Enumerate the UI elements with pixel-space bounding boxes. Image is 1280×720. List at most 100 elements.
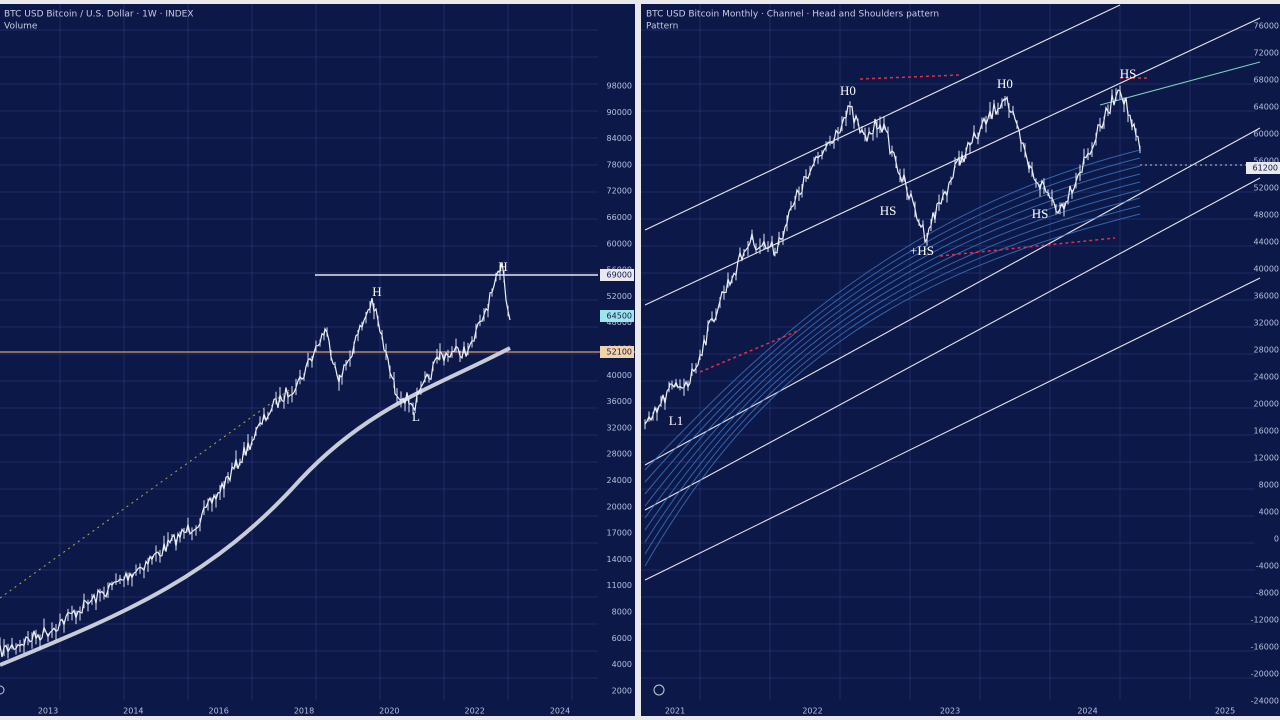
pattern-label: H (372, 284, 381, 299)
price-label: 20000 (1254, 400, 1279, 409)
price-label: 4000 (612, 660, 632, 669)
date-label: 2025 (1215, 707, 1235, 716)
price-label: 24000 (607, 476, 632, 485)
price-label: 60000 (1254, 130, 1279, 139)
price-label: 32000 (607, 423, 632, 432)
fan-curve (644, 197, 1141, 543)
pattern-label: HS (880, 203, 897, 218)
date-label: 2020 (379, 707, 399, 716)
price-label: 28000 (607, 450, 632, 459)
price-label: -20000 (1251, 670, 1279, 679)
price-label: -24000 (1251, 697, 1279, 706)
date-label: 2016 (208, 707, 228, 716)
fan-curve (644, 205, 1141, 555)
fan-curve (644, 189, 1141, 531)
pattern-label: HS (1120, 66, 1137, 81)
fan-curve (644, 213, 1141, 567)
price-label: 4000 (1259, 508, 1279, 517)
price-label: 98000 (607, 82, 632, 91)
pattern-label: L (412, 409, 420, 424)
price-label: 64000 (1254, 103, 1279, 112)
price-marker (600, 310, 634, 322)
date-label: 2022 (802, 707, 822, 716)
price-marker-label: 69000 (607, 271, 632, 280)
price-label: 40000 (1254, 265, 1279, 274)
price-series (0, 85, 1141, 659)
price-label: 40000 (607, 371, 632, 380)
price-label: 6000 (612, 634, 632, 643)
price-label: 8000 (1259, 481, 1279, 490)
date-label: 2024 (550, 707, 570, 716)
price-label: 78000 (607, 160, 632, 169)
price-label: 90000 (607, 108, 632, 117)
price-label: 14000 (607, 555, 632, 564)
price-label: -8000 (1256, 589, 1279, 598)
price-label: 52000 (607, 292, 632, 301)
price-label: 76000 (1254, 22, 1279, 31)
price-label: 60000 (607, 239, 632, 248)
price-label: 84000 (607, 134, 632, 143)
pattern-label: L1 (669, 413, 683, 428)
price-label: 36000 (607, 397, 632, 406)
fan-curve (644, 149, 1141, 471)
pattern-label: H0 (997, 76, 1013, 91)
fan-curve (644, 165, 1141, 495)
date-label: 2022 (464, 707, 484, 716)
fan-curve (644, 173, 1141, 507)
price-label: 8000 (612, 608, 632, 617)
price-label: 36000 (1254, 292, 1279, 301)
eye-icon[interactable] (0, 685, 5, 695)
channel-line-green (1099, 61, 1261, 106)
price-label: 11000 (607, 581, 632, 590)
price-label: 56000 (1254, 157, 1279, 166)
price-label: 0 (1274, 535, 1279, 544)
date-label: 2023 (940, 707, 960, 716)
grid (0, 4, 1255, 700)
price-marker (600, 269, 634, 281)
date-label: 2024 (1077, 707, 1097, 716)
channel-lines (644, 4, 1261, 581)
pattern-label: H (498, 259, 507, 274)
right-subtitle: Pattern (646, 22, 678, 32)
price-label: 48000 (1254, 211, 1279, 220)
red-dashed (699, 74, 1148, 373)
price-label: 17000 (607, 529, 632, 538)
date-label: 2018 (294, 707, 314, 716)
price-label: 44000 (1254, 238, 1279, 247)
price-marker (1246, 162, 1280, 174)
price-label: 28000 (1254, 346, 1279, 355)
price-label: 68000 (1254, 76, 1279, 85)
price-marker-label: 52100 (607, 348, 632, 357)
left-subtitle: Volume (4, 22, 38, 32)
price-label: 66000 (607, 213, 632, 222)
price-label: -12000 (1251, 616, 1279, 625)
fan-curve (644, 181, 1141, 519)
price-label: 16000 (1254, 427, 1279, 436)
pattern-label: HS (1032, 206, 1049, 221)
price-label: 32000 (1254, 319, 1279, 328)
moving-average (0, 346, 511, 667)
price-label: -16000 (1251, 643, 1279, 652)
price-label: 48000 (607, 318, 632, 327)
price-label: 72000 (607, 187, 632, 196)
pattern-label: +HS (910, 243, 934, 258)
price-marker (600, 346, 634, 358)
price-label: 72000 (1254, 49, 1279, 58)
price-label: 24000 (1254, 373, 1279, 382)
date-label: 2013 (38, 707, 58, 716)
price-label: 12000 (1254, 454, 1279, 463)
eye-icon[interactable] (653, 684, 665, 696)
pattern-label: H0 (840, 83, 856, 98)
date-label: 2014 (123, 707, 143, 716)
price-label: -4000 (1256, 562, 1279, 571)
price-marker-label: 64500 (607, 312, 632, 321)
price-label: 2000 (612, 686, 632, 695)
right-title: BTC USD Bitcoin Monthly · Channel · Head… (646, 10, 939, 20)
date-label: 2021 (665, 707, 685, 716)
price-label: 52000 (1254, 184, 1279, 193)
left-title: BTC USD Bitcoin / U.S. Dollar · 1W · IND… (4, 10, 194, 20)
price-label: 20000 (607, 502, 632, 511)
price-marker-label: 61200 (1253, 164, 1278, 173)
